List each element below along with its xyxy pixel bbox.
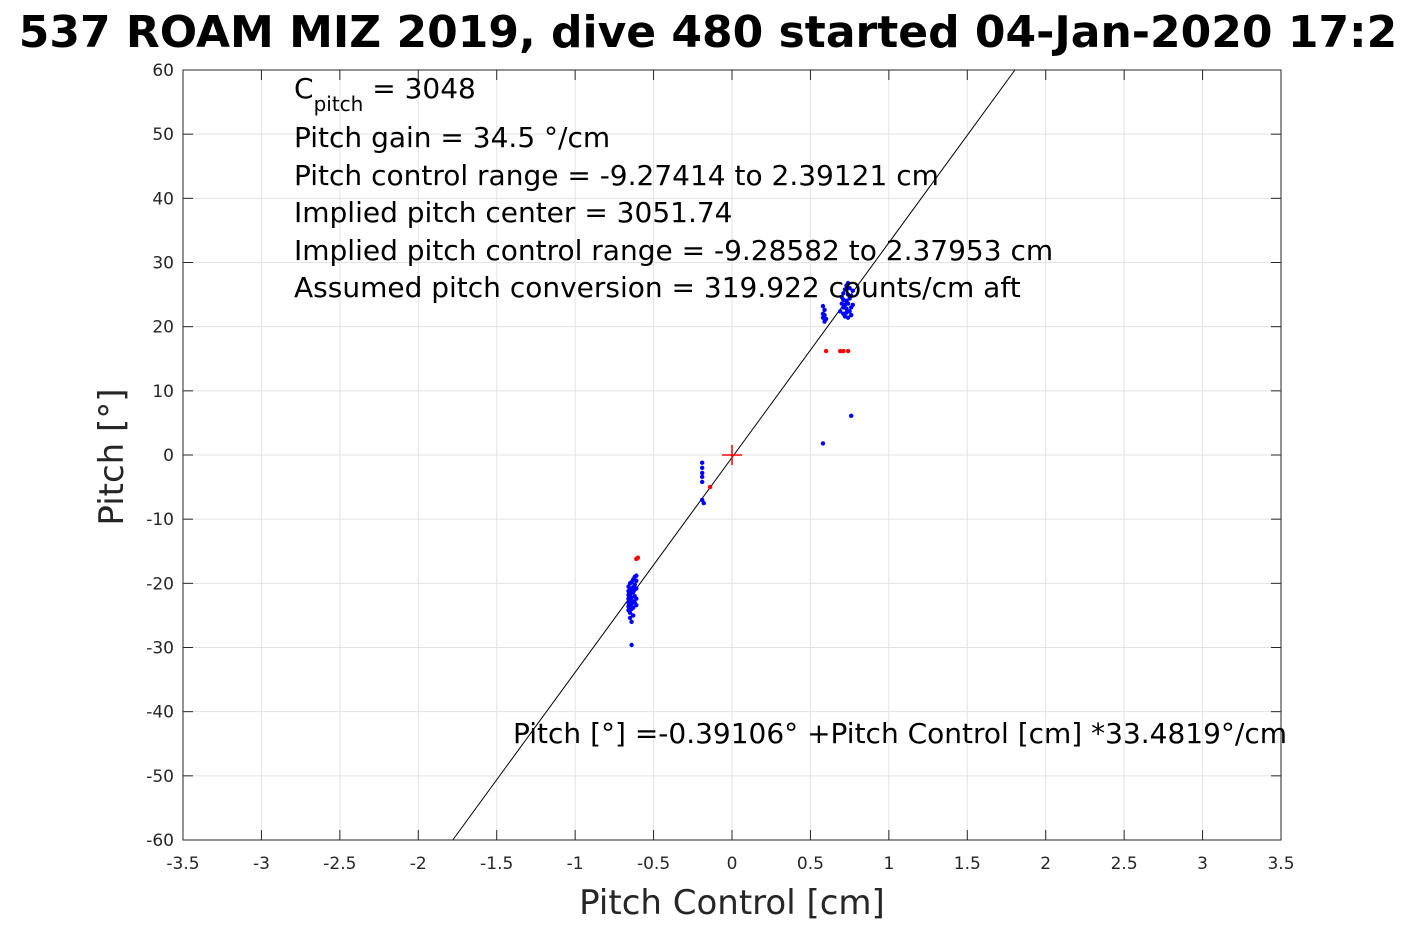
data-point-red [838, 348, 843, 354]
data-point-blue [847, 285, 852, 291]
data-point-blue [634, 578, 639, 583]
x-tick-label: -0.5 [637, 854, 670, 874]
data-point-blue [701, 500, 706, 506]
data-point-blue [820, 441, 826, 446]
data-point-blue [629, 619, 634, 625]
x-tick-label: 2.5 [1111, 854, 1138, 874]
data-point-blue [632, 582, 637, 587]
y-tick-label: -60 [146, 831, 174, 851]
data-point-blue [822, 312, 827, 318]
annotation-implied-center: Implied pitch center = 3051.74 [294, 196, 732, 229]
x-tick-label: 3 [1197, 854, 1208, 874]
data-point-blue [842, 287, 848, 292]
center-marker-group [722, 445, 742, 465]
x-axis-label: Pitch Control [cm] [579, 883, 885, 923]
data-point-red [841, 348, 846, 354]
data-point-blue [849, 312, 854, 318]
data-point-blue [629, 642, 634, 648]
data-point-blue [627, 615, 633, 621]
x-tick-label: -1 [567, 854, 584, 874]
data-point-blue [850, 302, 855, 308]
data-point-red [845, 348, 851, 354]
data-point-blue [822, 307, 827, 313]
y-tick-label: 40 [152, 189, 174, 209]
x-tick-label: 3.5 [1267, 854, 1294, 874]
data-points [626, 280, 855, 648]
data-point-red [635, 555, 641, 560]
c-pitch-value: = 3048 [363, 72, 476, 105]
y-tick-label: 30 [152, 254, 174, 274]
y-tick-label: 20 [152, 318, 174, 338]
data-point-blue [699, 470, 705, 476]
x-tick-label: 0 [727, 854, 738, 874]
data-point-red [707, 484, 713, 490]
x-tick-label: -1.5 [480, 854, 513, 874]
data-point-blue [823, 316, 829, 322]
c-pitch-symbol: C [294, 72, 314, 105]
fit-equation: Pitch [°] =-0.39106° +Pitch Control [cm]… [513, 717, 1287, 750]
x-tick-label: -3.5 [166, 854, 199, 874]
chart-title: 537 ROAM MIZ 2019, dive 480 started 04-J… [19, 7, 1398, 58]
annotation-c-pitch: Cpitch = 3048 [294, 72, 476, 116]
data-point-blue [630, 613, 636, 618]
data-point-blue [634, 573, 639, 578]
x-tick-label: 0.5 [797, 854, 824, 874]
x-tick-label: 1.5 [954, 854, 981, 874]
data-point-blue [699, 479, 705, 485]
y-tick-label: -40 [146, 703, 174, 723]
data-point-blue [634, 602, 639, 608]
data-point-blue [699, 474, 705, 480]
annotation-implied-range: Implied pitch control range = -9.28582 t… [294, 234, 1053, 267]
plot-frame [182, 69, 1282, 841]
x-tick-label: -2.5 [323, 854, 356, 874]
data-point-red [823, 348, 829, 354]
data-point-blue [850, 288, 855, 293]
y-tick-label: -20 [146, 574, 174, 594]
c-pitch-subscript: pitch [314, 92, 364, 116]
annotation-pitch-gain: Pitch gain = 34.5 °/cm [294, 121, 610, 154]
x-tick-label: -2 [410, 854, 427, 874]
data-point-blue [841, 291, 846, 296]
data-point-blue [838, 309, 843, 314]
data-point-blue [845, 301, 851, 306]
y-tick-label: 60 [152, 61, 174, 81]
data-point-blue [847, 309, 852, 314]
data-point-blue [634, 596, 639, 601]
annotation-assumed-conversion: Assumed pitch conversion = 319.922 count… [294, 271, 1021, 304]
y-tick-label: 10 [152, 382, 174, 402]
y-tick-label: 50 [152, 125, 174, 145]
x-tick-label: -3 [253, 854, 270, 874]
x-tick-label: 2 [1040, 854, 1051, 874]
y-tick-label: -10 [146, 510, 174, 530]
y-axis-label: Pitch [°] [92, 388, 132, 525]
data-point-blue [699, 465, 705, 471]
y-tick-label: 0 [163, 446, 174, 466]
data-point-blue [844, 306, 849, 311]
data-point-blue [630, 605, 636, 610]
y-tick-label: -50 [146, 767, 174, 787]
data-point-blue [849, 293, 854, 299]
data-point-blue [849, 413, 854, 419]
annotation-block: Cpitch = 3048 Pitch gain = 34.5 °/cm Pit… [294, 72, 1053, 304]
data-point-blue [845, 280, 851, 286]
axis-ticks [182, 69, 1282, 841]
data-point-blue [634, 586, 639, 591]
data-point-blue [820, 303, 826, 309]
annotation-pitch-control-range: Pitch control range = -9.27414 to 2.3912… [294, 159, 939, 192]
data-point-blue [627, 610, 633, 616]
data-point-blue [699, 460, 705, 465]
data-point-blue [845, 315, 851, 320]
x-tick-label: 1 [883, 854, 894, 874]
tick-labels: -3.5 -3 -2.5 -2 -1.5 -1 -0.5 0 0.5 1 1.5 2 2.5 3 3.5 -6… [146, 61, 1294, 874]
y-tick-label: -30 [146, 639, 174, 659]
